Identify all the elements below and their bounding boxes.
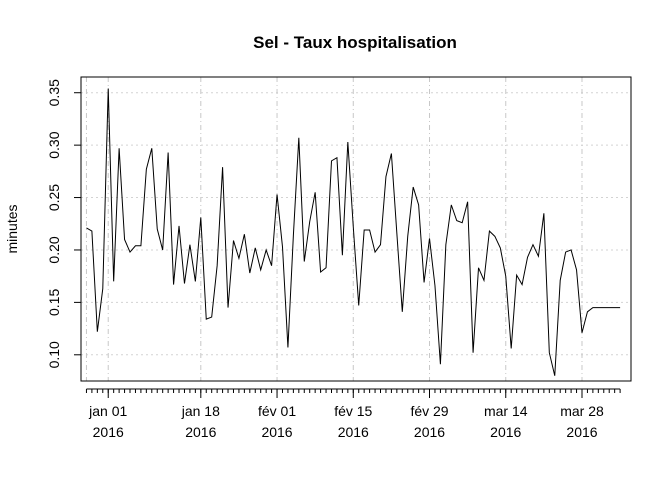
grid-layer: [81, 77, 631, 381]
y-tick-label: 0.10: [46, 341, 62, 368]
y-tick-label: 0.20: [46, 236, 62, 263]
x-tick-label: mar 14: [484, 403, 528, 419]
x-tick-label: jan 18: [181, 403, 220, 419]
x-tick-label: fév 01: [258, 403, 296, 419]
x-tick-year-label: 2016: [185, 424, 216, 440]
plot-frame: [80, 76, 632, 382]
y-tick-label: 0.30: [46, 131, 62, 158]
y-axis-label: minutes: [4, 204, 20, 253]
axis-layer: 0.10 0.15 0.20 0.25 0.30 0.35 jan 01 2016 jan 18…: [46, 79, 621, 440]
x-tick-year-label: 2016: [338, 424, 369, 440]
chart-title: Sel - Taux hospitalisation: [253, 33, 457, 52]
x-tick-label: fév 15: [334, 403, 372, 419]
y-tick-label: 0.25: [46, 184, 62, 211]
series-line: [86, 88, 621, 376]
series-layer: [86, 88, 621, 376]
x-tick-year-label: 2016: [261, 424, 292, 440]
y-tick-label: 0.35: [46, 79, 62, 106]
x-tick-label: fév 29: [410, 403, 448, 419]
x-tick-label: mar 28: [560, 403, 604, 419]
x-tick-year-label: 2016: [490, 424, 521, 440]
x-tick-year-label: 2016: [566, 424, 597, 440]
y-tick-label: 0.15: [46, 289, 62, 316]
x-tick-year-label: 2016: [93, 424, 124, 440]
x-tick-year-label: 2016: [414, 424, 445, 440]
x-tick-label: jan 01: [88, 403, 127, 419]
